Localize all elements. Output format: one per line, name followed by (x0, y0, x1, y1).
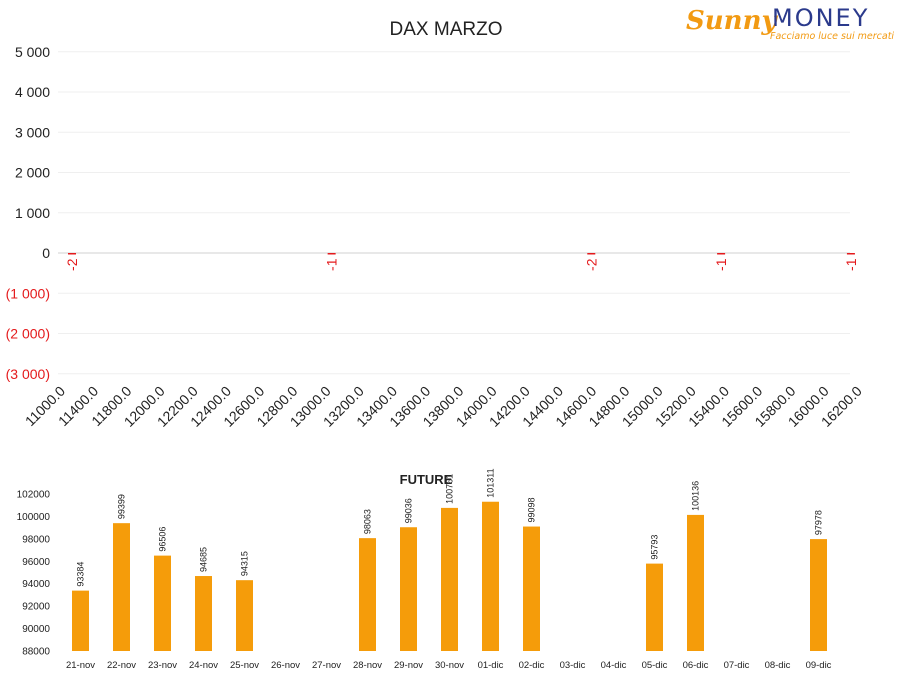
x-tick-label: 29-nov (394, 660, 423, 671)
data-label: -1 (843, 258, 859, 271)
y-axis-ticks: 88000 90000 92000 94000 96000 98000 100000 1020… (17, 490, 51, 658)
x-tick-label: 21-nov (66, 660, 95, 671)
bar (441, 507, 458, 651)
x-tick-label: 09-dic (806, 660, 832, 671)
y-tick-label: 92000 (22, 602, 50, 613)
bar (68, 253, 76, 255)
data-label: -2 (583, 258, 599, 271)
data-label: -1 (324, 258, 340, 271)
bar (687, 514, 704, 651)
bar (327, 253, 336, 255)
x-tick-label: 07-dic (724, 660, 750, 671)
x-tick-label: 24-nov (189, 660, 218, 671)
y-tick-label: 0 (42, 245, 50, 261)
bar (587, 253, 596, 255)
bars-group (72, 501, 827, 651)
data-label: 99399 (117, 494, 127, 519)
y-tick-label: 98000 (22, 534, 50, 545)
y-tick-label: 96000 (22, 557, 50, 568)
x-tick-label: 22-nov (107, 660, 136, 671)
y-tick-label: 4 000 (15, 84, 50, 100)
x-tick-label: 28-nov (353, 660, 382, 671)
data-label: 93384 (76, 562, 86, 587)
data-label: 99098 (527, 498, 537, 523)
data-label: 94315 (240, 551, 250, 576)
bar (400, 527, 417, 651)
bar (646, 563, 663, 651)
x-tick-label: 08-dic (765, 660, 791, 671)
data-label: 96506 (158, 527, 168, 552)
y-tick-label: (3 000) (6, 366, 50, 382)
x-tick-label: 02-dic (519, 660, 545, 671)
x-tick-label: 30-nov (435, 660, 464, 671)
x-tick-label: 25-nov (230, 660, 259, 671)
gridlines (58, 51, 850, 375)
data-label: 94685 (199, 547, 209, 572)
bar (846, 253, 855, 255)
data-label: 101311 (486, 468, 496, 497)
x-axis-ticks: 21-nov 22-nov 23-nov 24-nov 25-nov 26-nov 27-n… (66, 660, 832, 671)
data-label: 98063 (363, 509, 373, 534)
x-tick-label: 03-dic (560, 660, 586, 671)
chart-title: DAX MARZO (390, 19, 503, 40)
bars-group (68, 253, 855, 255)
data-label: -2 (64, 258, 80, 271)
future-chart: FUTURE 88000 90000 92000 94000 96000 98000 100… (17, 468, 832, 671)
x-tick-label: 05-dic (642, 660, 668, 671)
y-axis-ticks: 5 000 4 000 3 000 2 000 1 000 0 (1 000) (2 000)… (6, 44, 51, 382)
y-tick-label: 90000 (22, 624, 50, 635)
x-tick-label: 23-nov (148, 660, 177, 671)
x-axis-ticks: 11000.011400.011800.012000.012200.012400… (22, 383, 865, 430)
bar (72, 590, 89, 651)
bar (523, 526, 540, 651)
bar (195, 576, 212, 651)
bar (482, 501, 499, 651)
dax-marzo-chart: DAX MARZO 5 000 4 000 3 000 2 000 1 000 0 (1 0… (6, 19, 865, 430)
x-tick-label: 01-dic (478, 660, 504, 671)
x-tick-label: 06-dic (683, 660, 709, 671)
y-tick-label: 102000 (17, 490, 51, 501)
y-tick-label: 5 000 (15, 44, 50, 60)
bar (113, 523, 130, 651)
data-label: 100761 (445, 474, 455, 504)
chart-title: FUTURE (400, 472, 453, 487)
data-label: 95793 (650, 535, 660, 560)
bar (810, 539, 827, 651)
y-tick-label: 1 000 (15, 205, 50, 221)
data-label: 97978 (814, 510, 824, 535)
data-labels-group: 162-393521-2 0382 25011 188-412-2-1-2-1-… (64, 258, 859, 271)
y-tick-label: 3 000 (15, 124, 50, 140)
bar (717, 253, 726, 255)
data-label: 99036 (404, 498, 414, 523)
logo-brand-left: Sunny (686, 6, 777, 36)
y-tick-label: 88000 (22, 647, 50, 658)
x-tick-label: 04-dic (601, 660, 627, 671)
data-labels-group: 93384 99399 96506 94685 94315 98063 99036 10076… (76, 468, 824, 586)
y-tick-label: 2 000 (15, 165, 50, 181)
bar (236, 580, 253, 651)
bar (154, 555, 171, 651)
logo-brand-right: MONEY (772, 4, 870, 32)
y-tick-label: (2 000) (6, 326, 50, 342)
data-label: -1 (713, 258, 729, 271)
x-tick-label: 26-nov (271, 660, 300, 671)
data-label: 100136 (691, 481, 701, 511)
y-tick-label: 94000 (22, 579, 50, 590)
y-tick-label: 100000 (17, 512, 51, 523)
logo-tagline: Facciamo luce sui mercati (770, 31, 895, 42)
bar (359, 538, 376, 651)
x-tick-label: 27-nov (312, 660, 341, 671)
y-tick-label: (1 000) (6, 285, 50, 301)
sunny-money-logo: Sunny MONEY Facciamo luce sui mercati (686, 4, 894, 44)
